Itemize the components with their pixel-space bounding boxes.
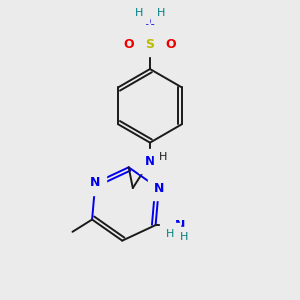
Text: N: N [175, 219, 185, 232]
Text: N: N [145, 15, 155, 28]
Text: H: H [135, 8, 143, 18]
Text: H: H [157, 8, 165, 18]
Text: N: N [145, 154, 155, 167]
Text: H: H [159, 152, 168, 162]
Text: O: O [124, 38, 134, 51]
Text: O: O [166, 38, 176, 51]
Text: H: H [166, 229, 174, 239]
Text: H: H [180, 232, 188, 242]
Text: S: S [146, 38, 154, 51]
Text: N: N [154, 182, 164, 195]
Text: N: N [90, 176, 101, 189]
